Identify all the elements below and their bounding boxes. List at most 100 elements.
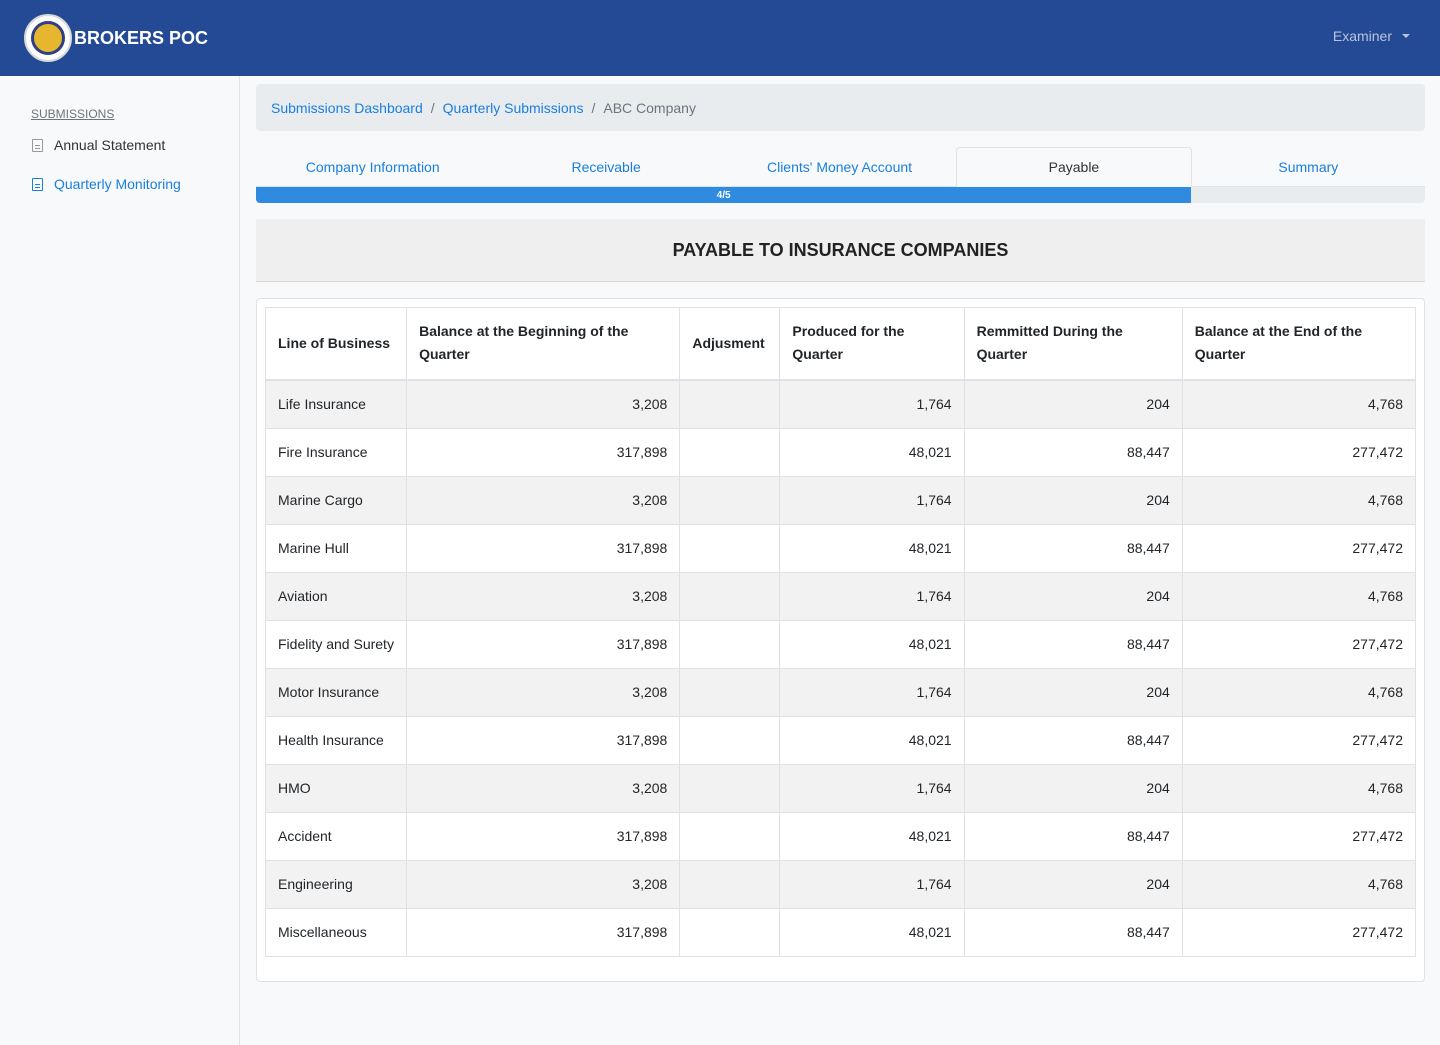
sidebar-item-label: Annual Statement <box>54 137 166 153</box>
amount-cell: 4,768 <box>1181 667 1417 717</box>
amount-cell: 204 <box>963 763 1183 813</box>
amount-cell: 3,208 <box>406 667 681 717</box>
column-header: Adjusment <box>679 307 781 381</box>
table-row: Fire Insurance 317,898 48,021 88,447 277,472 <box>264 427 1417 477</box>
amount-cell: 204 <box>963 667 1183 717</box>
amount-cell: 277,472 <box>1181 907 1417 957</box>
line-of-business-cell: Life Insurance <box>264 379 408 429</box>
sidebar-item-annual-statement[interactable]: Annual Statement <box>0 135 239 155</box>
user-menu-dropdown[interactable]: Examiner <box>1333 28 1410 44</box>
amount-cell: 277,472 <box>1181 427 1417 477</box>
amount-cell <box>679 379 781 429</box>
amount-cell <box>679 859 781 909</box>
brand-logo[interactable] <box>24 14 72 62</box>
amount-cell: 277,472 <box>1181 619 1417 669</box>
amount-cell: 1,764 <box>779 475 965 525</box>
sidebar-item-label: Quarterly Monitoring <box>54 176 181 192</box>
breadcrumb-quarterly-submissions[interactable]: Quarterly Submissions <box>442 99 584 116</box>
column-header: Line of Business <box>264 307 408 381</box>
amount-cell <box>679 667 781 717</box>
amount-cell <box>679 715 781 765</box>
progress-track: 4/5 <box>256 187 1425 203</box>
amount-cell: 317,898 <box>406 427 681 477</box>
amount-cell: 277,472 <box>1181 523 1417 573</box>
table-row: Marine Cargo 3,208 1,764 204 4,768 <box>264 475 1417 525</box>
line-of-business-cell: Marine Cargo <box>264 475 408 525</box>
line-of-business-cell: Miscellaneous <box>264 907 408 957</box>
amount-cell: 4,768 <box>1181 859 1417 909</box>
amount-cell <box>679 619 781 669</box>
amount-cell: 48,021 <box>779 907 965 957</box>
amount-cell: 317,898 <box>406 907 681 957</box>
amount-cell: 317,898 <box>406 523 681 573</box>
amount-cell: 48,021 <box>779 523 965 573</box>
amount-cell: 1,764 <box>779 379 965 429</box>
amount-cell: 3,208 <box>406 763 681 813</box>
tab-receivable[interactable]: Receivable <box>571 158 641 175</box>
table-row: Life Insurance 3,208 1,764 204 4,768 <box>264 379 1417 429</box>
top-navbar: BROKERS POC Examiner <box>0 0 1440 76</box>
amount-cell: 88,447 <box>963 427 1183 477</box>
line-of-business-cell: Marine Hull <box>264 523 408 573</box>
amount-cell: 88,447 <box>963 715 1183 765</box>
amount-cell <box>679 907 781 957</box>
amount-cell: 88,447 <box>963 811 1183 861</box>
wizard-tabs: Company Information Receivable Clients' … <box>256 147 1425 187</box>
amount-cell: 48,021 <box>779 619 965 669</box>
line-of-business-cell: Fire Insurance <box>264 427 408 477</box>
breadcrumb-separator: / <box>430 99 435 116</box>
amount-cell: 1,764 <box>779 859 965 909</box>
amount-cell <box>679 571 781 621</box>
progress-bar: 4/5 <box>256 187 1192 203</box>
line-of-business-cell: Fidelity and Surety <box>264 619 408 669</box>
amount-cell: 3,208 <box>406 379 681 429</box>
amount-cell: 48,021 <box>779 427 965 477</box>
amount-cell <box>679 475 781 525</box>
amount-cell: 317,898 <box>406 619 681 669</box>
amount-cell: 48,021 <box>779 715 965 765</box>
line-of-business-cell: HMO <box>264 763 408 813</box>
table-row: Motor Insurance 3,208 1,764 204 4,768 <box>264 667 1417 717</box>
brand-title[interactable]: BROKERS POC <box>74 27 209 48</box>
breadcrumb: Submissions Dashboard / Quarterly Submis… <box>256 84 1425 131</box>
amount-cell: 204 <box>963 379 1183 429</box>
breadcrumb-current: ABC Company <box>603 99 696 116</box>
amount-cell: 204 <box>963 571 1183 621</box>
amount-cell <box>679 427 781 477</box>
line-of-business-cell: Motor Insurance <box>264 667 408 717</box>
tab-company-information[interactable]: Company Information <box>305 158 440 175</box>
column-header: Balance at the Beginning of the Quarter <box>406 307 681 381</box>
table-header-row: Line of Business Balance at the Beginnin… <box>264 307 1417 381</box>
amount-cell: 277,472 <box>1181 811 1417 861</box>
tab-payable[interactable]: Payable <box>956 147 1192 187</box>
amount-cell <box>679 523 781 573</box>
amount-cell <box>679 811 781 861</box>
amount-cell: 3,208 <box>406 571 681 621</box>
main-content: Submissions Dashboard / Quarterly Submis… <box>256 84 1425 982</box>
table-row: Marine Hull 317,898 48,021 88,447 277,472 <box>264 523 1417 573</box>
user-menu-label: Examiner <box>1332 28 1392 44</box>
table-row: HMO 3,208 1,764 204 4,768 <box>264 763 1417 813</box>
amount-cell: 317,898 <box>406 811 681 861</box>
amount-cell: 3,208 <box>406 475 681 525</box>
amount-cell: 1,764 <box>779 763 965 813</box>
table-row: Miscellaneous 317,898 48,021 88,447 277,472 <box>264 907 1417 957</box>
amount-cell: 48,021 <box>779 811 965 861</box>
line-of-business-cell: Accident <box>264 811 408 861</box>
table-row: Health Insurance 317,898 48,021 88,447 277,4… <box>264 715 1417 765</box>
sidebar: SUBMISSIONS Annual Statement Quarterly M… <box>0 76 240 1045</box>
amount-cell: 277,472 <box>1181 715 1417 765</box>
column-header: Produced for the Quarter <box>779 307 965 381</box>
sidebar-item-quarterly-monitoring[interactable]: Quarterly Monitoring <box>0 174 239 194</box>
amount-cell: 3,208 <box>406 859 681 909</box>
amount-cell <box>679 763 781 813</box>
amount-cell: 4,768 <box>1181 379 1417 429</box>
breadcrumb-submissions-dashboard[interactable]: Submissions Dashboard <box>271 99 423 116</box>
amount-cell: 317,898 <box>406 715 681 765</box>
tab-summary[interactable]: Summary <box>1278 158 1339 175</box>
tab-clients-money-account[interactable]: Clients' Money Account <box>766 158 913 175</box>
amount-cell: 88,447 <box>963 907 1183 957</box>
amount-cell: 204 <box>963 859 1183 909</box>
document-icon <box>32 177 43 191</box>
amount-cell: 88,447 <box>963 619 1183 669</box>
